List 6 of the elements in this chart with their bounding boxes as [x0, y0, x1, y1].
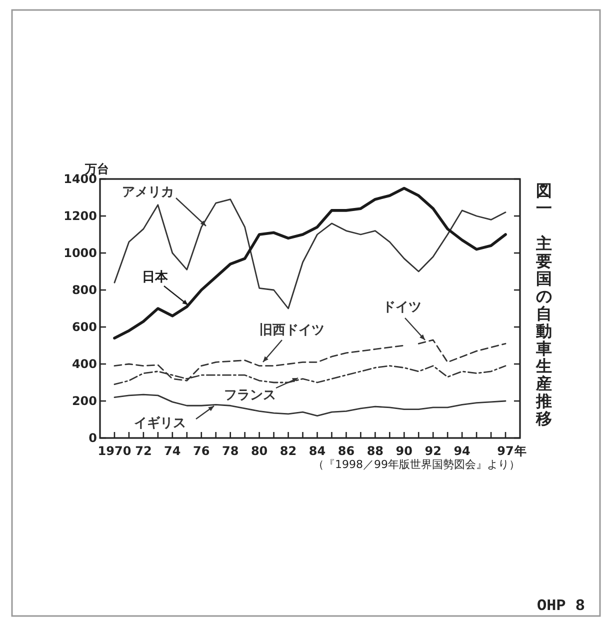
- annotation: （『1998／99年版世界国勢図会』より）: [313, 458, 520, 471]
- title: 図一: [536, 181, 552, 218]
- subtitle: 主要国の自動車生産推移: [536, 234, 552, 428]
- annotation: OHP 8: [536, 597, 585, 615]
- ylabel: 万台: [85, 162, 109, 176]
- xlabel: 年: [514, 444, 527, 458]
